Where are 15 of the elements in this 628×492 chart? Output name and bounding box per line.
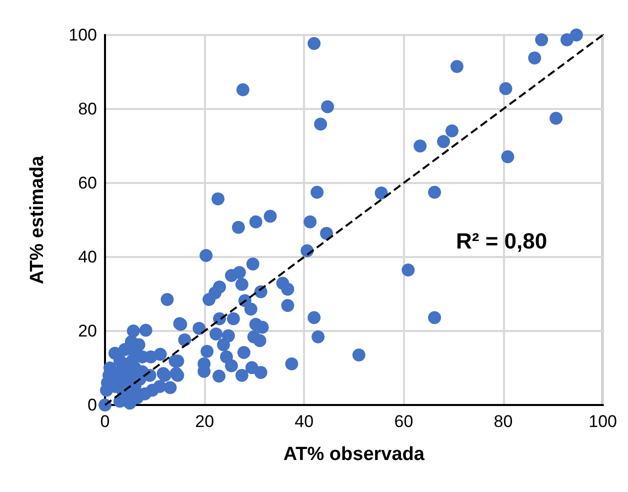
x-axis-title: AT% observada	[283, 444, 425, 465]
y-tick-label: 80	[78, 100, 97, 118]
y-tick-label: 0	[88, 396, 97, 414]
y-axis-title: AT% estimada	[27, 155, 48, 284]
annotation: R² = 0,80	[456, 228, 548, 254]
x-tick-label: 100	[588, 412, 618, 431]
x-tick-label: 80	[494, 412, 513, 431]
x-tick-label: 20	[195, 412, 214, 431]
y-tick-label: 20	[78, 322, 97, 340]
y-tick-label: 40	[78, 248, 97, 266]
x-tick-label: 0	[100, 412, 110, 431]
x-tick-label: 60	[394, 412, 414, 431]
x-tick-label: 40	[294, 412, 314, 431]
y-tick-label: 100	[68, 26, 97, 44]
y-tick-label: 60	[78, 174, 97, 192]
